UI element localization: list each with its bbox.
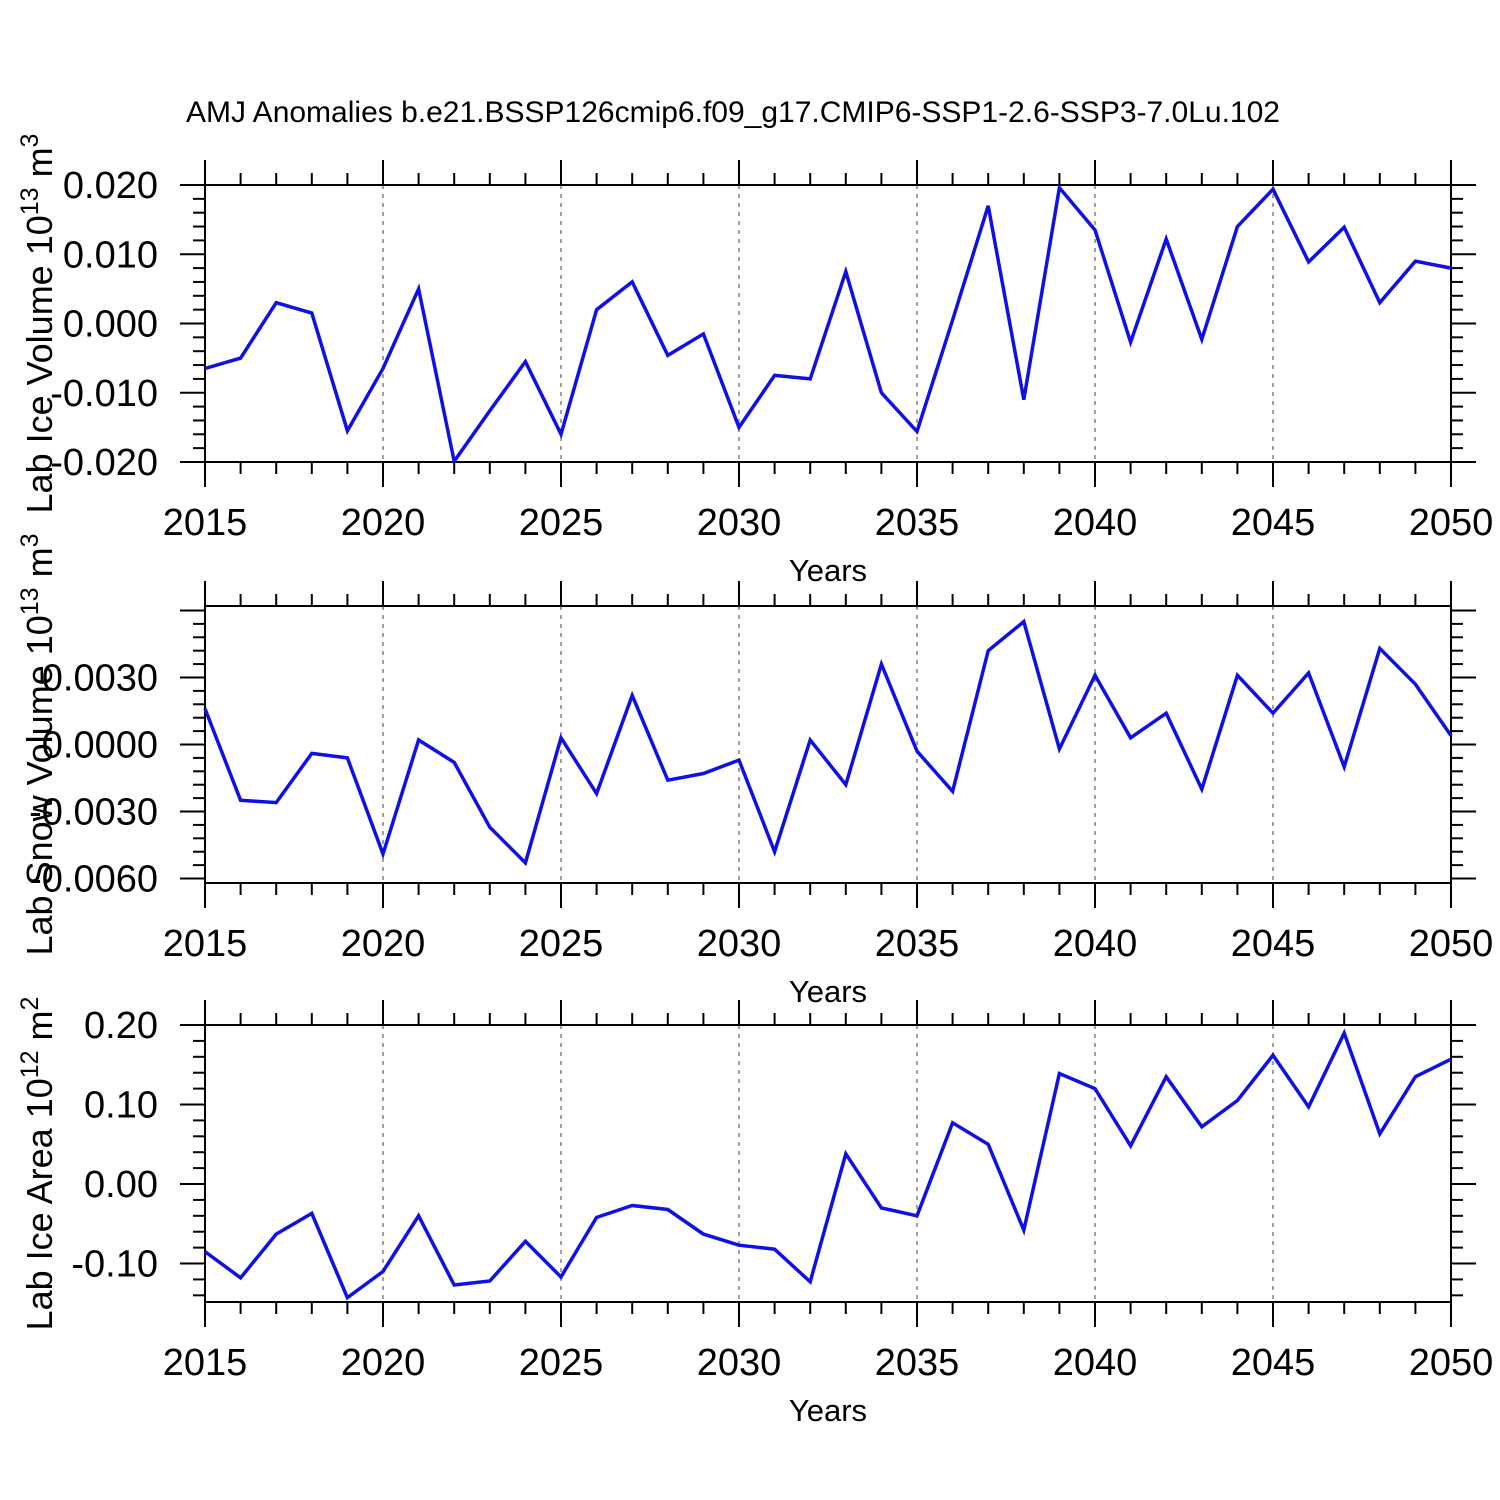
y-tick-label: -0.0030 bbox=[29, 792, 158, 834]
x-tick-label: 2035 bbox=[875, 1342, 960, 1384]
x-tick-label: 2050 bbox=[1409, 502, 1494, 544]
x-tick-label: 2025 bbox=[519, 502, 604, 544]
x-tick-label: 2040 bbox=[1053, 1342, 1138, 1384]
x-tick-label: 2030 bbox=[697, 923, 782, 965]
x-tick-label: 2025 bbox=[519, 1342, 604, 1384]
y-tick-label: 0.20 bbox=[84, 1005, 158, 1047]
x-axis-title: Years bbox=[789, 974, 867, 1009]
x-tick-label: 2025 bbox=[519, 923, 604, 965]
y-axis-title: Lab Ice Area 1012 m2 bbox=[16, 997, 60, 1331]
x-tick-label: 2020 bbox=[341, 502, 426, 544]
x-tick-label: 2030 bbox=[697, 1342, 782, 1384]
x-tick-label: 2020 bbox=[341, 1342, 426, 1384]
figure-title: AMJ Anomalies b.e21.BSSP126cmip6.f09_g17… bbox=[186, 96, 1280, 129]
y-tick-label: 0.010 bbox=[63, 234, 158, 276]
x-tick-label: 2030 bbox=[697, 502, 782, 544]
y-tick-label: 0.10 bbox=[84, 1085, 158, 1127]
y-tick-label: 0.00 bbox=[84, 1164, 158, 1206]
data-line-lab-ice-volume bbox=[204, 183, 1452, 466]
x-tick-label: 2045 bbox=[1231, 923, 1316, 965]
x-axis-title: Years bbox=[789, 553, 867, 588]
x-tick-label: 2040 bbox=[1053, 502, 1138, 544]
plot-frame bbox=[204, 184, 1452, 463]
data-line-lab-snow-volume bbox=[203, 618, 1453, 867]
y-tick-label: 0.000 bbox=[63, 304, 158, 346]
y-tick-label: 0.020 bbox=[63, 165, 158, 207]
plot-frame bbox=[204, 605, 1452, 884]
y-axis-title: Lab Snow Volume 1013 m3 bbox=[16, 534, 60, 956]
x-tick-label: 2020 bbox=[341, 923, 426, 965]
x-tick-label: 2015 bbox=[163, 502, 248, 544]
x-tick-label: 2035 bbox=[875, 502, 960, 544]
plot-frame bbox=[204, 1024, 1452, 1303]
y-tick-label: -0.020 bbox=[50, 442, 158, 484]
x-tick-label: 2015 bbox=[163, 923, 248, 965]
y-tick-label: 0.0000 bbox=[42, 725, 158, 767]
y-tick-label: 0.0030 bbox=[42, 657, 158, 699]
x-axis-title: Years bbox=[789, 1393, 867, 1428]
data-line-lab-ice-area bbox=[203, 1028, 1452, 1301]
x-tick-label: 2035 bbox=[875, 923, 960, 965]
x-tick-label: 2015 bbox=[163, 1342, 248, 1384]
x-tick-label: 2050 bbox=[1409, 1342, 1494, 1384]
x-tick-label: 2040 bbox=[1053, 923, 1138, 965]
x-tick-label: 2045 bbox=[1231, 502, 1316, 544]
x-tick-label: 2050 bbox=[1409, 923, 1494, 965]
y-tick-label: -0.0060 bbox=[29, 859, 158, 901]
y-tick-label: -0.010 bbox=[50, 373, 158, 415]
x-tick-label: 2045 bbox=[1231, 1342, 1316, 1384]
y-axis-title: Lab Ice Volume 1013 m3 bbox=[16, 134, 60, 514]
y-tick-label: -0.10 bbox=[71, 1244, 158, 1286]
